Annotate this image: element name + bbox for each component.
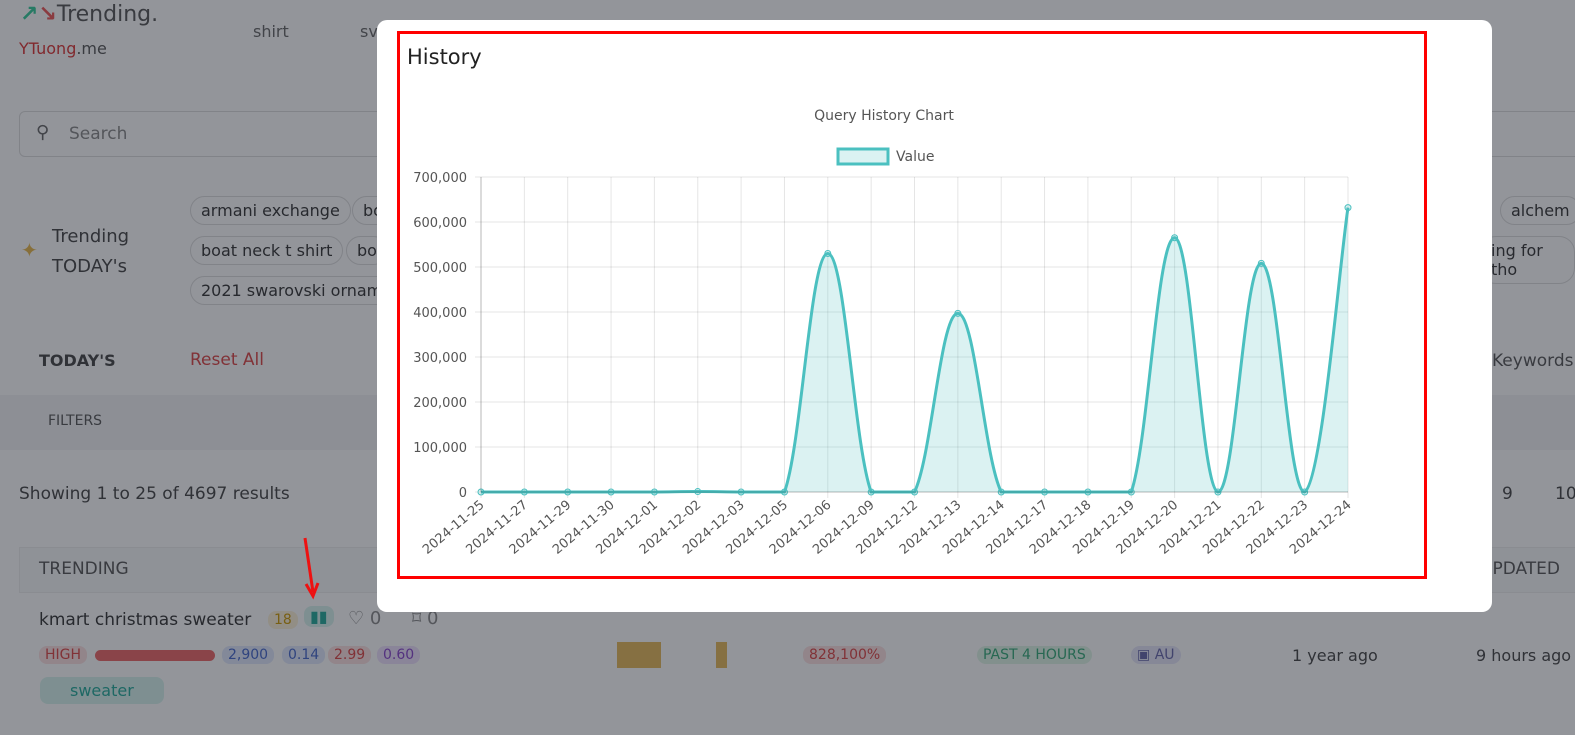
keyword[interactable]: kmart christmas sweater	[39, 610, 252, 630]
red-arrow	[303, 537, 320, 600]
metric: 2,900	[222, 646, 275, 664]
column-header: UPDATED	[1480, 559, 1561, 579]
filters-button[interactable]: FILTERS	[48, 413, 103, 429]
highlight-frame	[397, 31, 1427, 579]
column-header: TRENDING	[39, 559, 129, 579]
search-icon: ⚲	[36, 122, 50, 143]
logo[interactable]: ↗↘Trending.	[20, 2, 158, 27]
metric: 0.60	[377, 646, 421, 664]
trend-tag[interactable]: ing for tho	[1480, 236, 1575, 284]
y-tick-label: 300,000	[413, 351, 467, 366]
logo-icon: ↘	[38, 2, 57, 27]
brand: YTuong.me	[19, 39, 107, 58]
area	[481, 207, 1348, 492]
point	[1214, 488, 1222, 496]
brand-name: YTuong	[19, 39, 77, 58]
chart: History Query History Chart 0 100,000 200,…	[397, 31, 1427, 579]
keyword-tag[interactable]: sweater	[40, 677, 164, 704]
nav-link[interactable]: shirt	[253, 22, 289, 41]
sparkline	[617, 642, 727, 668]
chart-button[interactable]: ▮▮	[304, 606, 334, 627]
legend-label: Value	[896, 149, 934, 165]
growth-badge: 828,100%	[803, 646, 887, 664]
y-tick-label: 100,000	[413, 441, 467, 456]
brand-suffix: .me	[76, 39, 107, 58]
history-modal: History Query History Chart 0 100,000 200,…	[377, 20, 1492, 612]
point	[1344, 204, 1352, 212]
window-badge: PAST 4 HOURS	[977, 646, 1092, 664]
point	[520, 488, 528, 496]
search-placeholder: Search	[69, 124, 128, 144]
keywords-label: Keywords	[1492, 351, 1574, 371]
point	[824, 250, 832, 257]
point	[867, 488, 875, 496]
like-button[interactable]: ♡ 0	[348, 608, 382, 629]
trending-label: Trending	[52, 226, 130, 247]
trend-tag[interactable]: armani exchange	[190, 196, 351, 225]
line	[481, 207, 1350, 494]
save-button[interactable]: ⌑ 0	[412, 608, 439, 629]
y-tick-label: 700,000	[413, 171, 467, 186]
point	[954, 309, 962, 317]
like-count: 0	[369, 608, 382, 629]
point	[737, 488, 745, 496]
point	[1084, 488, 1092, 496]
legend-swatch	[836, 147, 890, 166]
chart-title: Query History Chart	[814, 108, 954, 124]
point	[477, 488, 485, 496]
trend-tag[interactable]: 2021 swarovski orname	[190, 276, 404, 305]
modal-title: History	[407, 45, 482, 69]
reset-button[interactable]: Reset All	[190, 350, 264, 370]
updated: 9 hours ago	[1476, 646, 1572, 665]
page-link[interactable]: 9	[1502, 484, 1513, 504]
point	[911, 488, 918, 496]
metric: 2.99	[328, 646, 372, 664]
country: AU	[1154, 647, 1175, 663]
page-link[interactable]: 10	[1555, 484, 1575, 504]
point	[780, 488, 788, 496]
point	[1301, 488, 1309, 496]
point	[1171, 234, 1179, 242]
trending-label: TODAY's	[52, 256, 127, 277]
y-tick-label: 200,000	[413, 396, 467, 411]
point	[1127, 488, 1135, 496]
point	[1257, 259, 1265, 267]
results-summary: Showing 1 to 25 of 4697 results	[19, 484, 290, 504]
sparkle-icon: ✦	[21, 238, 38, 262]
logo-text: Trending.	[56, 2, 159, 27]
point	[607, 488, 615, 496]
y-tick-label: 400,000	[413, 306, 467, 321]
level-badge: HIGH	[39, 646, 88, 664]
level-bar	[95, 650, 215, 661]
point	[694, 488, 702, 496]
y-tick-label: 600,000	[413, 216, 467, 231]
point	[650, 488, 658, 496]
point	[1041, 488, 1049, 496]
y-tick-label: 0	[459, 486, 467, 501]
count-badge: 18	[268, 611, 298, 629]
created: 1 year ago	[1292, 646, 1378, 665]
point	[564, 488, 572, 496]
metric: 0.14	[282, 646, 326, 664]
trend-tag[interactable]: alchem	[1500, 196, 1575, 225]
save-count: 0	[426, 608, 439, 629]
period-select[interactable]: TODAY'S	[39, 351, 116, 370]
country-badge: ▣ AU	[1131, 646, 1181, 664]
trend-tag[interactable]: boat neck t shirt	[190, 236, 344, 265]
point	[997, 488, 1005, 496]
y-tick-label: 500,000	[413, 261, 467, 276]
logo-icon: ↗	[20, 2, 39, 27]
nav-link[interactable]: sv	[360, 22, 378, 41]
